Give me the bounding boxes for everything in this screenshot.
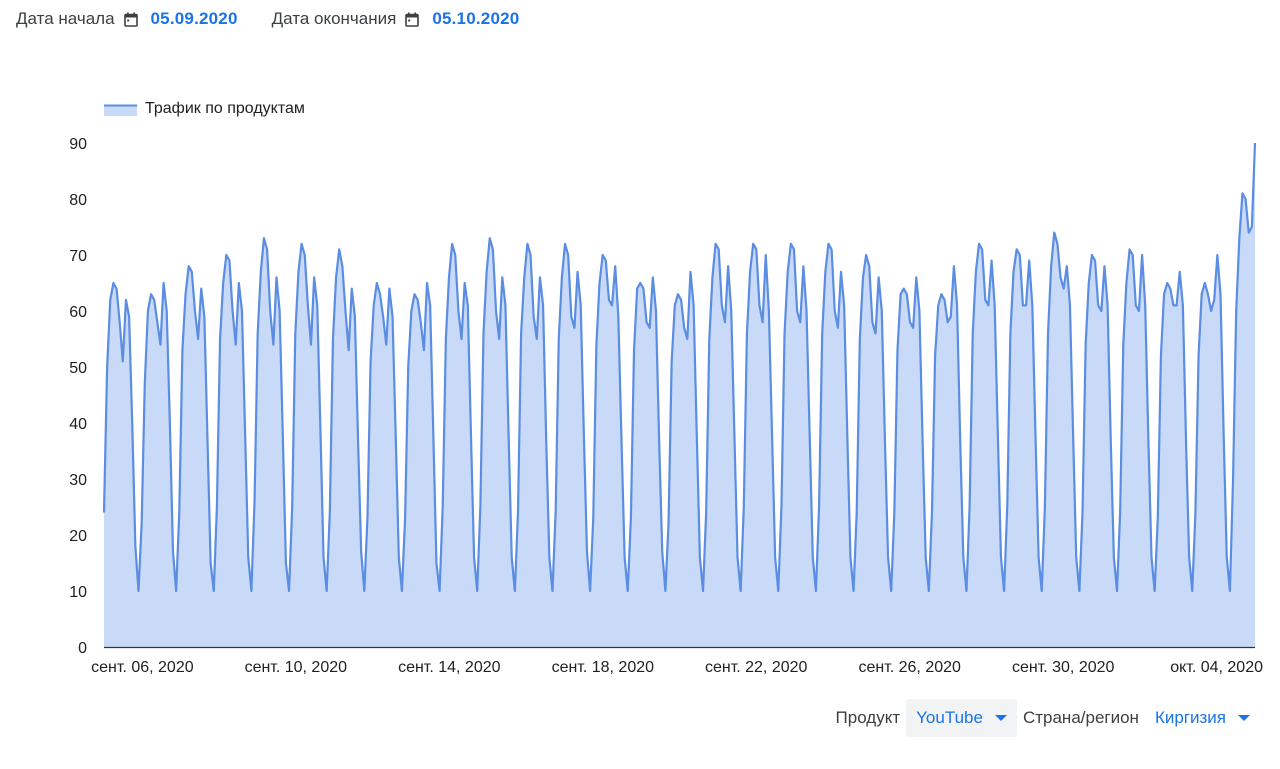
y-tick-label: 30 bbox=[69, 472, 87, 489]
filter-controls: Продукт YouTube Страна/регион Киргизия bbox=[836, 699, 1260, 737]
x-tick-label: сент. 10, 2020 bbox=[245, 659, 348, 676]
legend-label: Трафик по продуктам bbox=[145, 100, 305, 117]
end-date-label: Дата окончания bbox=[271, 9, 397, 28]
y-tick-label: 60 bbox=[69, 304, 87, 321]
end-date-picker[interactable]: Дата окончания 05.10.2020 bbox=[272, 9, 520, 29]
caret-down-icon bbox=[994, 715, 1007, 721]
traffic-chart: Трафик по продуктам 0102030405060708090 … bbox=[69, 100, 1263, 676]
region-value: Киргизия bbox=[1154, 708, 1226, 727]
y-tick-label: 70 bbox=[69, 248, 87, 265]
series-area bbox=[104, 143, 1255, 647]
y-tick-label: 50 bbox=[69, 360, 87, 377]
y-tick-label: 90 bbox=[69, 136, 87, 153]
region-dropdown[interactable]: Киргизия bbox=[1145, 699, 1260, 737]
product-dropdown[interactable]: YouTube bbox=[906, 699, 1017, 737]
chart-legend: Трафик по продуктам bbox=[104, 100, 305, 117]
start-date-value: 05.09.2020 bbox=[150, 9, 238, 28]
region-label: Страна/регион bbox=[1022, 708, 1139, 727]
calendar-icon bbox=[405, 12, 420, 27]
x-tick-label: сент. 26, 2020 bbox=[858, 659, 961, 676]
y-tick-label: 80 bbox=[69, 192, 87, 209]
y-tick-label: 10 bbox=[69, 584, 87, 601]
x-tick-label: сент. 22, 2020 bbox=[705, 659, 808, 676]
legend-swatch bbox=[104, 105, 137, 116]
y-tick-label: 40 bbox=[69, 416, 87, 433]
x-tick-label: сент. 06, 2020 bbox=[91, 659, 194, 676]
caret-down-icon bbox=[1238, 715, 1250, 721]
x-tick-label: сент. 14, 2020 bbox=[398, 659, 501, 676]
x-tick-label: сент. 30, 2020 bbox=[1012, 659, 1115, 676]
product-label: Продукт bbox=[835, 708, 901, 727]
x-axis: сент. 06, 2020 сент. 10, 2020 сент. 14, 20… bbox=[91, 659, 1263, 676]
series-line bbox=[102, 142, 1257, 593]
y-axis: 0 10 20 30 40 50 60 70 80 90 bbox=[69, 136, 87, 657]
calendar-icon bbox=[123, 12, 138, 27]
end-date-value: 05.10.2020 bbox=[432, 9, 520, 28]
x-tick-label: окт. 04, 2020 bbox=[1170, 659, 1263, 676]
y-tick-label: 20 bbox=[69, 528, 87, 545]
date-range-bar: Дата начала 05.09.2020 Дата окончания 05… bbox=[16, 6, 553, 32]
start-date-picker[interactable]: Дата начала 05.09.2020 bbox=[16, 9, 238, 29]
y-tick-label: 0 bbox=[78, 640, 87, 657]
product-value: YouTube bbox=[916, 708, 983, 727]
x-tick-label: сент. 18, 2020 bbox=[552, 659, 655, 676]
start-date-label: Дата начала bbox=[16, 9, 115, 28]
